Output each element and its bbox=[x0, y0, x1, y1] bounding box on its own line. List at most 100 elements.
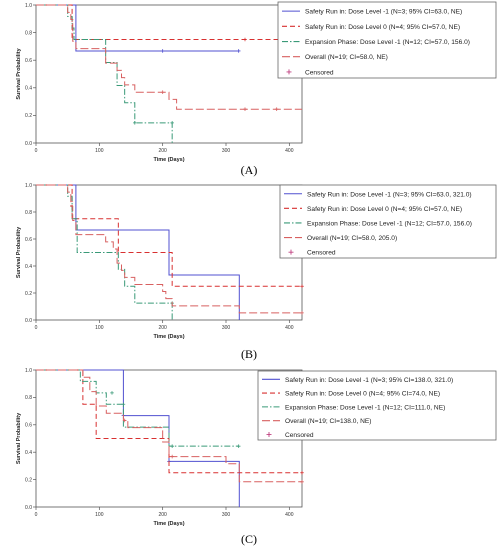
censor-mark bbox=[160, 49, 165, 53]
x-tick-label: 100 bbox=[95, 325, 104, 331]
censor-mark bbox=[274, 107, 279, 111]
x-tick-label: 200 bbox=[158, 325, 167, 331]
x-axis-label: Time (Days) bbox=[153, 521, 184, 527]
x-tick-label: 300 bbox=[222, 512, 231, 518]
y-axis-label: Survival Probability bbox=[16, 412, 22, 464]
legend-entry: Expansion Phase: Dose Level -1 (N=12; CI… bbox=[307, 220, 472, 227]
censor-mark bbox=[243, 37, 247, 42]
y-tick-label: 1.0 bbox=[25, 183, 32, 189]
legend: Safety Run in: Dose Level -1 (N=3; 95% C… bbox=[257, 370, 497, 441]
censor-mark bbox=[300, 470, 304, 475]
x-axis-label: Time (Days) bbox=[153, 334, 184, 340]
x-axis-label: Time (Days) bbox=[153, 157, 184, 163]
x-tick-label: 400 bbox=[285, 325, 294, 331]
y-tick-label: 0.8 bbox=[25, 210, 32, 216]
y-axis-label: Survival Probability bbox=[16, 47, 22, 99]
censor-mark bbox=[122, 418, 127, 423]
series-line-2 bbox=[36, 369, 302, 474]
km-chart-3: 0 100 200 300 400 0.0 0.2 0.4 0.6 0.8 1.0 Time (Day… bbox=[16, 368, 497, 527]
y-tick-label: 0.6 bbox=[25, 423, 32, 429]
y-tick-label: 0.4 bbox=[25, 264, 32, 270]
legend-entry: Safety Run in: Dose Level 0 (N=4; 95% CI… bbox=[285, 391, 440, 398]
censor-mark bbox=[300, 284, 304, 289]
series-line-3 bbox=[36, 184, 173, 320]
series-line-3 bbox=[36, 4, 173, 143]
legend-entry: Expansion Phase: Dose Level -1 (N=12; CI… bbox=[305, 39, 470, 46]
x-tick-label: 200 bbox=[158, 148, 167, 154]
y-tick-label: 0.6 bbox=[25, 237, 32, 243]
y-tick-label: 0.4 bbox=[25, 86, 32, 92]
series-line-1 bbox=[36, 184, 240, 320]
censor-mark bbox=[300, 479, 304, 484]
y-tick-label: 0.0 bbox=[25, 141, 32, 147]
y-axis-label: Survival Probability bbox=[16, 226, 22, 278]
y-tick-label: 0.0 bbox=[25, 505, 32, 511]
x-tick-label: 0 bbox=[35, 148, 38, 154]
legend-box bbox=[277, 1, 497, 79]
x-tick-label: 300 bbox=[222, 148, 231, 154]
km-chart-1: 0 100 200 300 400 0.0 0.2 0.4 0.6 0.8 1.0 Time (Day… bbox=[16, 1, 497, 163]
legend-entry: Safety Run in: Dose Level -1 (N=3; 95% C… bbox=[307, 191, 472, 198]
censor-mark bbox=[170, 454, 174, 459]
censor-mark bbox=[133, 121, 137, 125]
censor-mark bbox=[236, 49, 241, 53]
censor-mark bbox=[121, 402, 126, 407]
series-line-3 bbox=[36, 369, 239, 447]
y-tick-label: 0.2 bbox=[25, 477, 32, 483]
x-tick-label: 0 bbox=[35, 512, 38, 518]
x-tick-label: 0 bbox=[35, 325, 38, 331]
series-line-2 bbox=[36, 184, 302, 287]
km-chart-2: 0 100 200 300 400 0.0 0.2 0.4 0.6 0.8 1.0 Time (Day… bbox=[16, 183, 497, 340]
series-line-1 bbox=[36, 369, 240, 507]
y-tick-label: 0.0 bbox=[25, 318, 32, 324]
censor-mark bbox=[300, 311, 304, 315]
legend-censored-icon bbox=[288, 249, 294, 255]
series-line-4 bbox=[36, 369, 302, 483]
x-tick-label: 200 bbox=[158, 512, 167, 518]
series-line-4 bbox=[36, 4, 302, 110]
legend-censored-icon bbox=[286, 69, 292, 75]
legend-entry: Safety Run in: Dose Level 0 (N=4; 95% CI… bbox=[305, 24, 460, 31]
censor-mark bbox=[160, 90, 165, 95]
y-tick-label: 0.8 bbox=[25, 30, 32, 36]
censor-mark bbox=[236, 444, 241, 448]
y-tick-label: 0.6 bbox=[25, 58, 32, 64]
legend-censored-label: Censored bbox=[307, 250, 336, 257]
legend-box bbox=[279, 184, 497, 259]
panel-label-b: (B) bbox=[241, 347, 257, 361]
legend-box bbox=[257, 370, 497, 441]
legend-censored-icon bbox=[266, 431, 272, 437]
y-tick-label: 1.0 bbox=[25, 3, 32, 9]
series-line-4 bbox=[36, 184, 302, 314]
charts-container: 0 100 200 300 400 0.0 0.2 0.4 0.6 0.8 1.0 Time (Day… bbox=[16, 1, 497, 527]
legend-censored-label: Censored bbox=[305, 69, 334, 76]
panel-label-c: (C) bbox=[241, 532, 257, 546]
x-tick-label: 100 bbox=[95, 512, 104, 518]
panel-label-a: (A) bbox=[241, 163, 258, 177]
y-tick-label: 0.4 bbox=[25, 450, 32, 456]
legend-entry: Overall (N=19; CI=138.0, NE) bbox=[285, 418, 372, 425]
series-line-1 bbox=[36, 4, 239, 52]
legend-entry: Safety Run in: Dose Level 0 (N=4; 95% CI… bbox=[307, 206, 462, 213]
legend-entry: Safety Run in: Dose Level -1 (N=3; 95% C… bbox=[305, 9, 462, 16]
x-tick-label: 400 bbox=[285, 148, 294, 154]
x-tick-label: 400 bbox=[285, 512, 294, 518]
legend: Safety Run in: Dose Level -1 (N=3; 95% C… bbox=[277, 1, 497, 79]
legend-entry: Expansion Phase: Dose Level -1 (N=12; CI… bbox=[285, 404, 445, 411]
censor-mark bbox=[170, 121, 174, 125]
legend-entry: Safety Run in: Dose Level -1 (N=3; 95% C… bbox=[285, 377, 453, 384]
y-tick-label: 0.2 bbox=[25, 291, 32, 297]
y-tick-label: 0.8 bbox=[25, 395, 32, 401]
y-tick-label: 0.2 bbox=[25, 113, 32, 119]
censor-mark bbox=[170, 444, 174, 448]
x-tick-label: 100 bbox=[95, 148, 104, 154]
x-tick-label: 300 bbox=[222, 325, 231, 331]
legend-censored-label: Censored bbox=[285, 432, 314, 439]
legend: Safety Run in: Dose Level -1 (N=3; 95% C… bbox=[279, 184, 497, 259]
y-tick-label: 1.0 bbox=[25, 368, 32, 374]
legend-entry: Overall (N=19; CI=58.0, 205.0) bbox=[307, 235, 397, 242]
censor-mark bbox=[243, 107, 247, 111]
censor-mark bbox=[110, 391, 114, 395]
legend-entry: Overall (N=19; CI=58.0, NE) bbox=[305, 54, 388, 61]
